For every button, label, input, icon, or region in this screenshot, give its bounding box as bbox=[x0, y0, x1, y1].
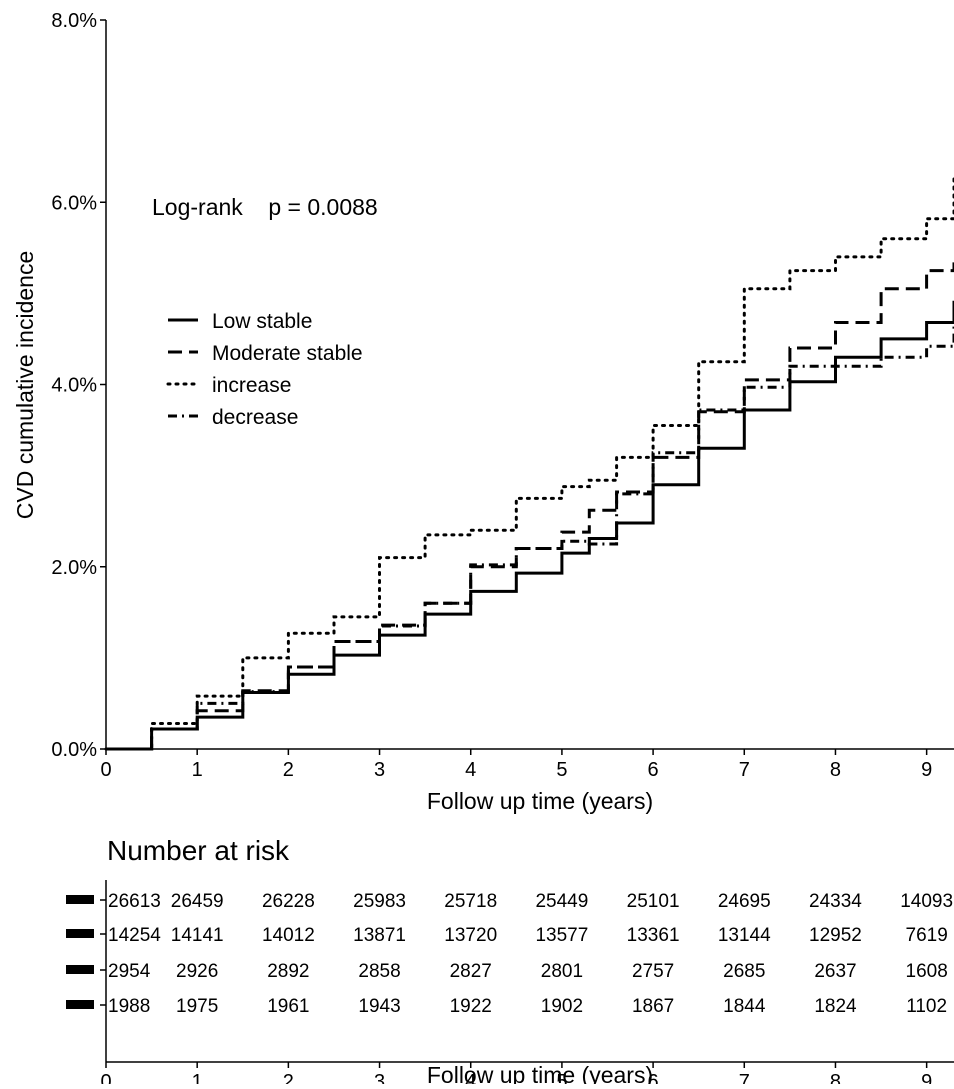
x-tick-label: 3 bbox=[374, 759, 385, 781]
risk-cell: 26459 bbox=[171, 891, 224, 912]
risk-cell: 26613 bbox=[108, 891, 161, 912]
series-line-moderate-stable bbox=[106, 262, 954, 751]
risk-x-tick-label: 9 bbox=[921, 1071, 932, 1084]
risk-x-tick-label: 3 bbox=[374, 1071, 385, 1084]
y-axis-title: CVD cumulative incidence bbox=[12, 251, 38, 519]
risk-cell: 24334 bbox=[809, 891, 862, 912]
y-tick-label: 6.0% bbox=[51, 192, 97, 214]
risk-cell: 2637 bbox=[814, 961, 856, 982]
risk-cell: 1902 bbox=[541, 996, 583, 1017]
risk-cell: 2892 bbox=[267, 961, 309, 982]
series-line-increase bbox=[104, 173, 954, 751]
risk-cell: 1824 bbox=[814, 996, 857, 1017]
y-tick-label: 4.0% bbox=[51, 375, 97, 397]
y-tick-label: 8.0% bbox=[51, 10, 97, 32]
main-plot-area: 0.0% 2.0% 4.0% 6.0% 8.0% 0 1 2 3 4 5 6 7 8 9 Follow up … bbox=[12, 10, 954, 814]
risk-cell: 14141 bbox=[171, 925, 224, 946]
x-tick-label: 8 bbox=[830, 759, 841, 781]
risk-cell: 25718 bbox=[444, 891, 497, 912]
risk-x-tick-label: 7 bbox=[739, 1071, 750, 1084]
series-line-low-stable bbox=[106, 300, 954, 751]
risk-cell: 25449 bbox=[535, 891, 588, 912]
risk-row-key bbox=[66, 965, 94, 974]
risk-cell: 2685 bbox=[723, 961, 765, 982]
legend-label: Low stable bbox=[212, 310, 312, 333]
risk-cell: 24695 bbox=[718, 891, 771, 912]
risk-cell: 13871 bbox=[353, 925, 406, 946]
legend-label: Moderate stable bbox=[212, 342, 363, 365]
risk-cell: 1608 bbox=[906, 961, 948, 982]
risk-x-tick-label: 8 bbox=[830, 1071, 841, 1084]
x-tick-label: 1 bbox=[192, 759, 203, 781]
x-tick-label: 9 bbox=[921, 759, 932, 781]
risk-cell: 1943 bbox=[358, 996, 400, 1017]
risk-table-x-axis-title: Follow up time (years) bbox=[427, 1062, 653, 1084]
risk-cell: 1988 bbox=[108, 996, 150, 1017]
log-rank-annotation: Log-rank p = 0.0088 bbox=[152, 194, 378, 220]
risk-cell: 1975 bbox=[176, 996, 218, 1017]
risk-cell: 25101 bbox=[627, 891, 680, 912]
risk-cell: 1867 bbox=[632, 996, 674, 1017]
x-tick-label: 2 bbox=[283, 759, 294, 781]
risk-cell: 25983 bbox=[353, 891, 406, 912]
risk-x-tick-label: 5 bbox=[556, 1071, 567, 1084]
risk-cell: 14254 bbox=[108, 925, 161, 946]
risk-cell: 2858 bbox=[358, 961, 400, 982]
risk-cell: 2954 bbox=[108, 961, 151, 982]
x-tick-label: 7 bbox=[739, 759, 750, 781]
risk-x-tick-label: 6 bbox=[648, 1071, 659, 1084]
risk-cell: 13361 bbox=[627, 925, 680, 946]
risk-row-key bbox=[66, 895, 94, 904]
risk-cell: 12952 bbox=[809, 925, 862, 946]
risk-cell: 2827 bbox=[450, 961, 492, 982]
risk-cell: 14012 bbox=[262, 925, 315, 946]
risk-row-key bbox=[66, 1000, 94, 1009]
x-tick-label: 5 bbox=[556, 759, 567, 781]
risk-cell: 1102 bbox=[906, 996, 947, 1017]
x-tick-label: 0 bbox=[100, 759, 111, 781]
risk-row-key bbox=[66, 929, 94, 938]
x-tick-label: 6 bbox=[648, 759, 659, 781]
x-tick-label: 4 bbox=[465, 759, 476, 781]
risk-cell: 14093 bbox=[900, 891, 953, 912]
risk-x-tick-label: 1 bbox=[192, 1071, 203, 1084]
risk-cell: 1844 bbox=[723, 996, 766, 1017]
risk-table-title: Number at risk bbox=[107, 835, 290, 866]
risk-cell: 13144 bbox=[718, 925, 771, 946]
risk-x-tick-label: 4 bbox=[465, 1071, 476, 1084]
series-line-decrease bbox=[106, 322, 954, 751]
legend-label: increase bbox=[212, 374, 291, 397]
risk-cell: 2801 bbox=[541, 961, 583, 982]
y-tick-label: 2.0% bbox=[51, 557, 97, 579]
risk-cell: 2926 bbox=[176, 961, 218, 982]
x-axis-title: Follow up time (years) bbox=[427, 788, 653, 814]
risk-cell: 1922 bbox=[450, 996, 492, 1017]
risk-cell: 13720 bbox=[444, 925, 497, 946]
risk-x-tick-label: 0 bbox=[100, 1071, 111, 1084]
risk-cell: 2757 bbox=[632, 961, 674, 982]
risk-cell: 1961 bbox=[267, 996, 309, 1017]
risk-cell: 13577 bbox=[535, 925, 588, 946]
risk-x-tick-label: 2 bbox=[283, 1071, 294, 1084]
y-tick-label: 0.0% bbox=[51, 739, 97, 761]
risk-cell: 7619 bbox=[906, 925, 948, 946]
legend-label: decrease bbox=[212, 406, 298, 429]
risk-cell: 26228 bbox=[262, 891, 315, 912]
